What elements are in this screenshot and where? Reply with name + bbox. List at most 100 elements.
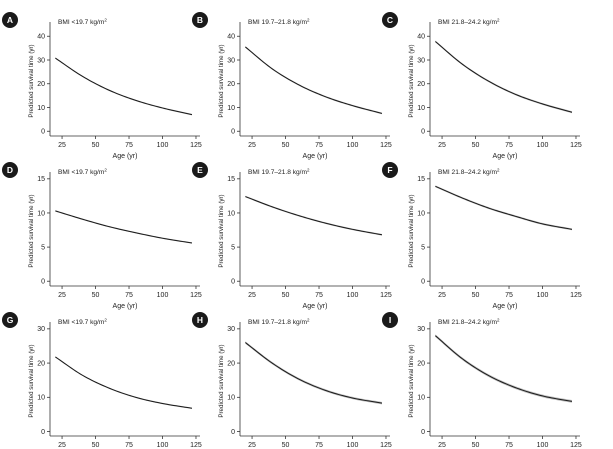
y-tick-label: 20 (37, 360, 45, 367)
y-tick-label: 10 (37, 210, 45, 217)
y-tick-label: 15 (417, 176, 425, 183)
x-axis-label: Age (yr) (493, 303, 518, 310)
x-tick-label: 100 (537, 292, 549, 299)
x-tick-label: 100 (157, 142, 169, 149)
y-tick-label: 0 (231, 429, 235, 436)
y-tick-label: 20 (417, 81, 425, 88)
x-tick-label: 125 (380, 292, 392, 299)
confidence-band (55, 356, 192, 409)
y-tick-label: 5 (41, 244, 45, 251)
x-tick-label: 125 (570, 292, 582, 299)
y-tick-label: 30 (37, 326, 45, 333)
panel-badge (192, 12, 208, 28)
y-tick-label: 10 (227, 395, 235, 402)
panel-badge-label: E (197, 165, 203, 175)
y-axis-label: Predicted survival time (yr) (28, 194, 35, 267)
y-axis-label: Predicted survival time (yr) (28, 44, 35, 117)
x-tick-label: 100 (157, 442, 169, 449)
y-tick-label: 10 (37, 395, 45, 402)
x-tick-label: 100 (347, 142, 359, 149)
panel-title: BMI <19.7 kg/m2 (58, 17, 107, 26)
x-axis-label: Age (yr) (113, 153, 138, 160)
x-tick-label: 50 (92, 442, 100, 449)
panel-title: BMI 21.8–24.2 kg/m2 (438, 317, 500, 326)
x-tick-label: 75 (125, 292, 133, 299)
y-tick-label: 5 (231, 244, 235, 251)
x-axis-label: Age (yr) (113, 303, 138, 310)
survival-curve (435, 41, 573, 113)
panel-title: BMI <19.7 kg/m2 (58, 317, 107, 326)
panel-badge-label: F (387, 165, 392, 175)
y-tick-label: 10 (417, 210, 425, 217)
x-tick-label: 100 (537, 142, 549, 149)
panel-badge-label: I (389, 315, 391, 325)
x-tick-label: 100 (347, 442, 359, 449)
y-tick-label: 15 (227, 176, 235, 183)
x-tick-label: 25 (58, 142, 66, 149)
panel-title: BMI 19.7–21.8 kg/m2 (248, 167, 310, 176)
survival-curve (435, 335, 573, 402)
confidence-band (245, 195, 382, 236)
panel-title-superscript: 2 (497, 17, 500, 22)
x-tick-label: 75 (505, 442, 513, 449)
confidence-band (435, 40, 572, 114)
y-axis-label: Predicted survival time (yr) (218, 194, 225, 267)
x-tick-label: 125 (190, 292, 202, 299)
panel-title-superscript: 2 (104, 317, 107, 322)
panel-badge (192, 162, 208, 178)
y-axis-label: Predicted survival time (yr) (218, 44, 225, 117)
panel-title-superscript: 2 (307, 17, 310, 22)
y-axis-label: Predicted survival time (yr) (28, 344, 35, 417)
panel-badge-label: C (387, 15, 393, 25)
x-tick-label: 25 (438, 292, 446, 299)
x-tick-label: 125 (190, 442, 202, 449)
x-tick-label: 50 (282, 442, 290, 449)
panel-title-text: BMI 21.8–24.2 kg/m (438, 19, 498, 26)
x-tick-label: 25 (58, 292, 66, 299)
panel-title-superscript: 2 (104, 17, 107, 22)
panel-badge-label: A (7, 15, 13, 25)
panel-f: F BMI 21.8–24.2 kg/m2 0 5 10 15 25 50 75 100 125 Ag… (382, 162, 582, 310)
x-tick-label: 125 (380, 142, 392, 149)
x-tick-label: 75 (505, 142, 513, 149)
y-tick-label: 0 (41, 129, 45, 136)
x-tick-label: 25 (248, 292, 256, 299)
panel-badge (382, 12, 398, 28)
y-tick-label: 10 (417, 395, 425, 402)
y-axis-label: Predicted survival time (yr) (218, 344, 225, 417)
y-tick-label: 15 (37, 176, 45, 183)
y-tick-label: 30 (227, 57, 235, 64)
survival-curve (435, 185, 573, 230)
x-tick-label: 50 (472, 142, 480, 149)
x-tick-label: 125 (380, 442, 392, 449)
y-axis-label: Predicted survival time (yr) (408, 194, 415, 267)
x-tick-label: 75 (315, 442, 323, 449)
y-tick-label: 0 (231, 129, 235, 136)
panel-badge-label: D (7, 165, 13, 175)
y-tick-label: 20 (417, 360, 425, 367)
x-tick-label: 75 (125, 442, 133, 449)
panel-badge (382, 312, 398, 328)
y-tick-label: 0 (41, 279, 45, 286)
panel-title: BMI 19.7–21.8 kg/m2 (248, 17, 310, 26)
x-tick-label: 125 (570, 442, 582, 449)
y-tick-label: 10 (417, 105, 425, 112)
confidence-band (435, 334, 572, 403)
x-tick-label: 100 (537, 442, 549, 449)
x-tick-label: 25 (248, 442, 256, 449)
y-tick-label: 20 (227, 81, 235, 88)
x-axis-label: Age (yr) (303, 303, 328, 310)
panel-title-text: BMI 19.7–21.8 kg/m (248, 19, 308, 26)
panel-badge (192, 312, 208, 328)
panel-badge-label: G (7, 315, 14, 325)
x-tick-label: 25 (438, 142, 446, 149)
survival-curve (245, 196, 383, 236)
y-tick-label: 30 (227, 326, 235, 333)
confidence-band (245, 46, 382, 115)
survival-curve (55, 356, 193, 409)
panel-badge (2, 162, 18, 178)
